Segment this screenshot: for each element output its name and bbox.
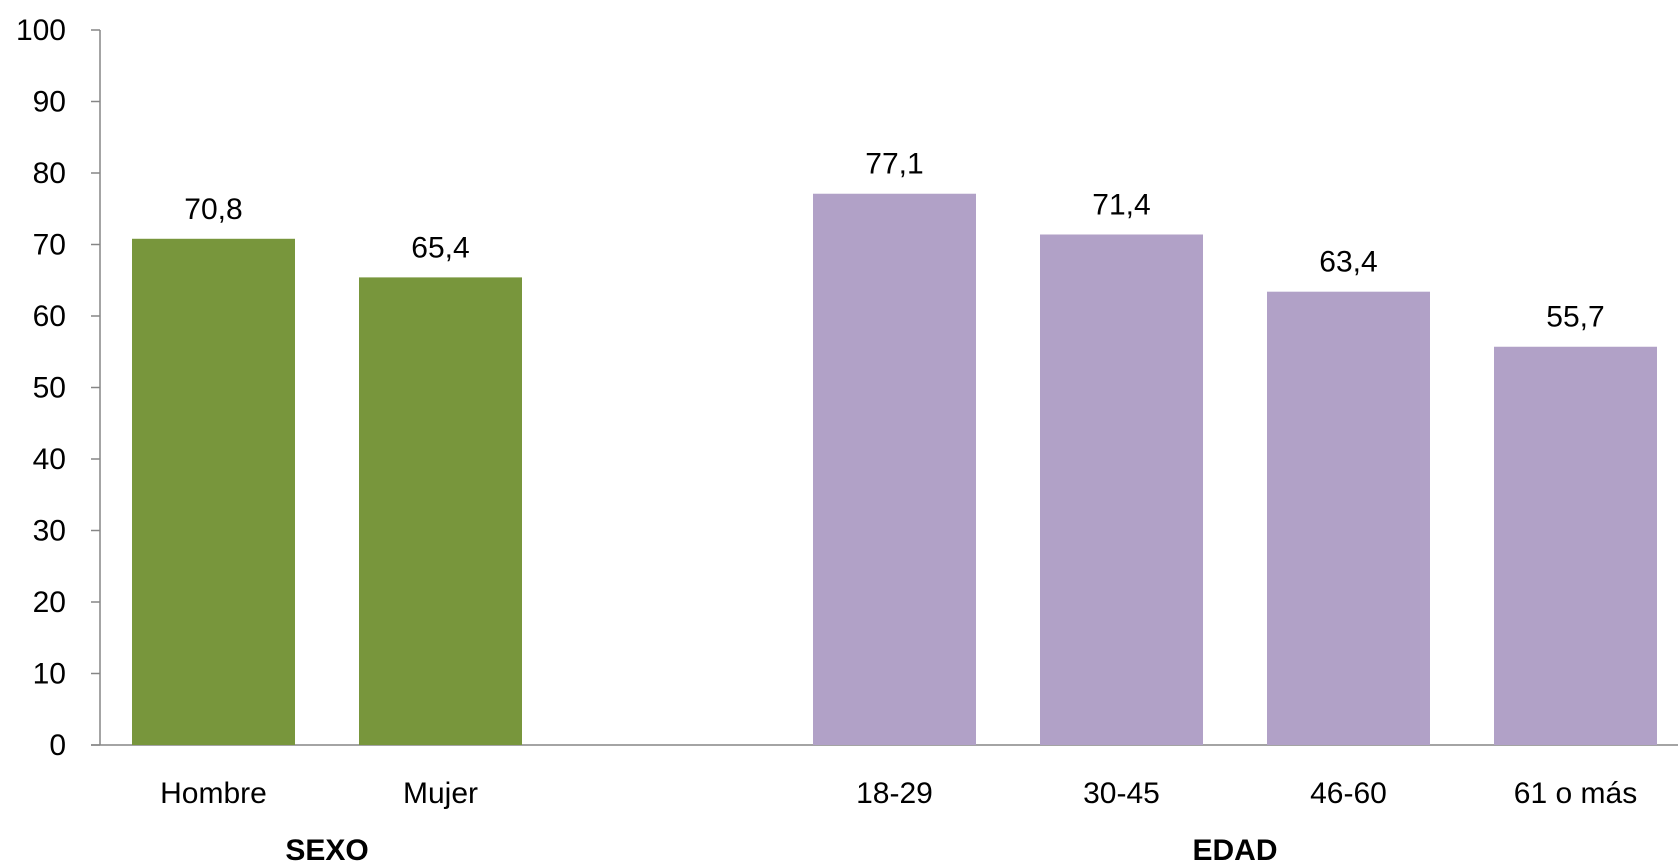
data-label: 77,1 (865, 148, 923, 181)
y-tick-label: 50 (33, 372, 66, 405)
group-label: EDAD (1192, 834, 1277, 864)
bar (813, 193, 976, 746)
bar (1494, 346, 1657, 745)
labels: 70,8 Hombre 65,4 Mujer SEXO 77,1 18-29 71,4 30-4… (160, 148, 1637, 864)
data-label: 71,4 (1092, 188, 1150, 221)
y-tick-label: 60 (33, 300, 66, 333)
bar (1267, 291, 1430, 745)
group-label: SEXO (285, 834, 368, 864)
y-tick-label: 10 (33, 658, 66, 691)
category-label: Hombre (160, 777, 267, 810)
y-tick-label: 90 (33, 86, 66, 119)
y-tick-label: 40 (33, 443, 66, 476)
y-tick-label: 0 (49, 729, 66, 762)
data-label: 63,4 (1319, 246, 1377, 279)
category-label: 61 o más (1514, 777, 1637, 810)
category-label: 46-60 (1310, 777, 1387, 810)
y-tick-label: 70 (33, 229, 66, 262)
bar (359, 277, 522, 745)
data-label: 70,8 (184, 193, 242, 226)
category-label: 30-45 (1083, 777, 1160, 810)
bar (1040, 234, 1203, 746)
y-tick-label: 30 (33, 515, 66, 548)
data-label: 65,4 (411, 231, 469, 264)
category-label: 18-29 (856, 777, 933, 810)
bar (132, 238, 295, 745)
y-tick-label: 80 (33, 157, 66, 190)
y-tick-label: 100 (16, 14, 66, 47)
data-label: 55,7 (1546, 301, 1604, 334)
bars (132, 193, 1657, 746)
category-label: Mujer (403, 777, 478, 810)
axes: 0 10 20 30 40 50 60 70 80 90 100 (16, 14, 1678, 762)
y-tick-label: 20 (33, 586, 66, 619)
